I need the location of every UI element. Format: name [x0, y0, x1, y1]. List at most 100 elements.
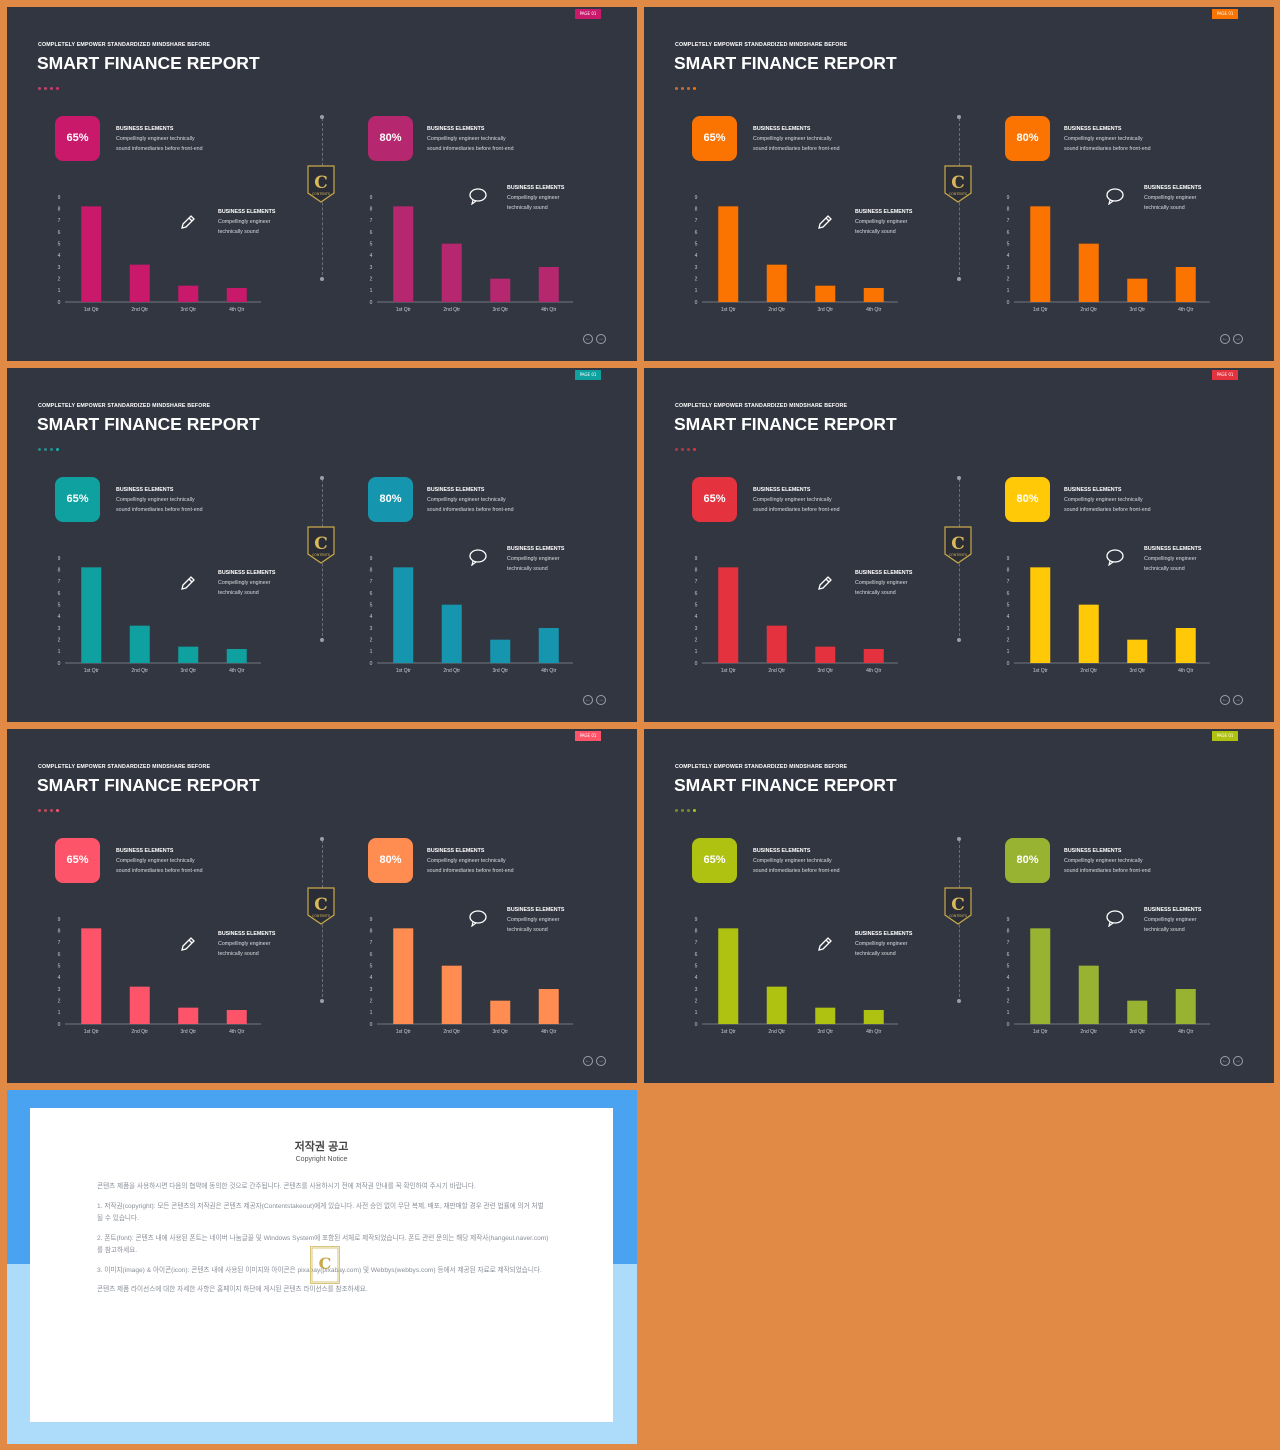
y-tick-label: 4: [370, 975, 373, 981]
text-heading: BUSINESS ELEMENTS: [753, 126, 811, 132]
bar-chart-2: 0 1 2 3 4 5 6 7 8 9 1st Qtr 2nd Qtr 3rd Qtr 4th Qtr: [370, 917, 573, 1035]
next-arrow-icon[interactable]: →: [596, 334, 606, 344]
x-tick-label: 3rd Qtr: [180, 1029, 196, 1035]
x-tick-label: 2nd Qtr: [1080, 668, 1097, 674]
bar-1: [1030, 928, 1051, 1024]
percent-badge-2: 80%: [1005, 838, 1050, 883]
y-tick-label: 7: [58, 579, 61, 585]
y-tick-label: 6: [370, 591, 373, 597]
notice-body: 콘텐츠 제품을 사용하시면 다음의 협약에 동의한 것으로 간주됩니다. 콘텐츠…: [97, 1181, 549, 1304]
bar-4: [1175, 989, 1196, 1024]
text-heading: BUSINESS ELEMENTS: [507, 185, 565, 191]
pencil-icon: [815, 212, 835, 237]
text-line: Compellingly engineer: [855, 941, 908, 947]
side-text-1: BUSINESS ELEMENTS Compellingly engineer te…: [855, 568, 912, 598]
prev-arrow-icon[interactable]: ←: [1220, 334, 1230, 344]
y-tick-label: 1: [1007, 649, 1010, 655]
y-tick-label: 5: [695, 963, 698, 969]
y-tick-label: 1: [1007, 1010, 1010, 1016]
y-tick-label: 0: [58, 300, 61, 306]
x-tick-label: 1st Qtr: [1033, 307, 1048, 313]
y-tick-label: 6: [695, 591, 698, 597]
bar-3: [1127, 1000, 1148, 1024]
bar-1: [81, 928, 102, 1024]
x-tick-label: 4th Qtr: [1178, 307, 1194, 313]
dot: [44, 809, 47, 812]
next-arrow-icon[interactable]: →: [596, 695, 606, 705]
x-tick-label: 2nd Qtr: [131, 668, 148, 674]
bar-1: [393, 206, 414, 302]
dot: [675, 448, 678, 451]
svg-text:CONTENTS: CONTENTS: [312, 553, 330, 557]
dot: [38, 87, 41, 90]
y-tick-label: 0: [370, 300, 373, 306]
text-heading: BUSINESS ELEMENTS: [427, 487, 485, 493]
text-line: Compellingly engineer: [507, 917, 560, 923]
contents-logo-icon: C CONTENTS: [305, 163, 337, 205]
kicker-text: COMPLETELY EMPOWER STANDARDIZED MINDSHAR…: [38, 42, 211, 48]
pagination-dots: [675, 448, 696, 451]
y-tick-label: 7: [58, 218, 61, 224]
bar-4: [863, 649, 884, 663]
y-tick-label: 2: [58, 276, 61, 282]
bar-3: [1127, 639, 1148, 663]
bar-2: [766, 986, 787, 1024]
y-tick-label: 2: [370, 276, 373, 282]
bar-1: [718, 567, 739, 663]
bar-1: [393, 567, 414, 663]
page-tag: PAGE 01: [1212, 9, 1238, 19]
prev-arrow-icon[interactable]: ←: [583, 334, 593, 344]
text-line: Compellingly engineer technically: [116, 497, 195, 503]
x-tick-label: 1st Qtr: [396, 307, 411, 313]
next-arrow-icon[interactable]: →: [1233, 334, 1243, 344]
y-tick-label: 4: [695, 253, 698, 259]
y-tick-label: 3: [695, 265, 698, 271]
bar-3: [490, 1000, 511, 1024]
y-tick-label: 6: [370, 952, 373, 958]
x-tick-label: 3rd Qtr: [1129, 668, 1145, 674]
percent-badge-2: 80%: [1005, 116, 1050, 161]
text-heading: BUSINESS ELEMENTS: [1144, 907, 1202, 913]
percent-badge-1: 65%: [55, 477, 100, 522]
slide-nav: ← →: [1220, 334, 1243, 344]
divider-dot: [320, 837, 324, 841]
side-text-1: BUSINESS ELEMENTS Compellingly engineer te…: [218, 207, 275, 237]
dot: [50, 809, 53, 812]
bar-3: [178, 1007, 199, 1024]
next-arrow-icon[interactable]: →: [1233, 695, 1243, 705]
y-tick-label: 5: [1007, 602, 1010, 608]
side-text-2: BUSINESS ELEMENTS Compellingly engineer te…: [507, 905, 564, 935]
dot: [681, 448, 684, 451]
dot: [56, 809, 59, 812]
x-tick-label: 2nd Qtr: [131, 1029, 148, 1035]
text-line: Compellingly engineer technically: [427, 136, 506, 142]
y-tick-label: 9: [370, 556, 373, 562]
next-arrow-icon[interactable]: →: [596, 1056, 606, 1066]
prev-arrow-icon[interactable]: ←: [583, 1056, 593, 1066]
y-tick-label: 7: [370, 218, 373, 224]
next-arrow-icon[interactable]: →: [1233, 1056, 1243, 1066]
box-text-2: BUSINESS ELEMENTS Compellingly engineer t…: [427, 485, 514, 515]
pagination-dots: [38, 448, 59, 451]
text-line: Compellingly engineer: [1144, 195, 1197, 201]
prev-arrow-icon[interactable]: ←: [583, 695, 593, 705]
bar-1: [1030, 567, 1051, 663]
divider-dot: [957, 277, 961, 281]
divider-dot: [320, 638, 324, 642]
text-heading: BUSINESS ELEMENTS: [116, 126, 174, 132]
y-tick-label: 1: [370, 1010, 373, 1016]
prev-arrow-icon[interactable]: ←: [1220, 1056, 1230, 1066]
svg-text:C: C: [951, 173, 965, 193]
bar-3: [815, 646, 836, 663]
bar-3: [490, 639, 511, 663]
y-tick-label: 2: [370, 998, 373, 1004]
text-line: Compellingly engineer: [1144, 917, 1197, 923]
y-tick-label: 9: [58, 917, 61, 923]
dot: [38, 809, 41, 812]
text-line: sound infomediaries before front-end: [116, 868, 203, 874]
svg-text:CONTENTS: CONTENTS: [949, 553, 967, 557]
bar-3: [815, 285, 836, 302]
prev-arrow-icon[interactable]: ←: [1220, 695, 1230, 705]
text-line: Compellingly engineer technically: [1064, 858, 1143, 864]
y-tick-label: 3: [1007, 265, 1010, 271]
